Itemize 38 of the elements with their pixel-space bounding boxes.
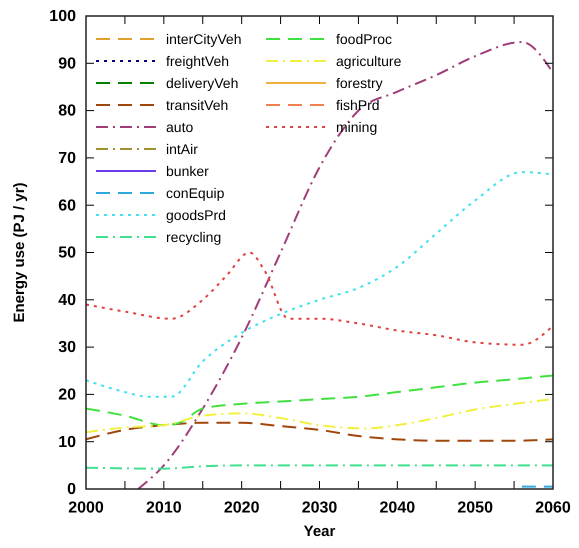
y-tick-label: 100	[49, 8, 76, 26]
line-series	[86, 422, 553, 442]
x-tick-label: 2050	[457, 499, 494, 516]
y-tick-label: 20	[58, 386, 76, 404]
x-tick-label: 2020	[224, 499, 260, 516]
legend-label: transitVeh	[166, 97, 228, 113]
legend-label: mining	[336, 119, 378, 135]
y-axis-title: Energy use (PJ / yr)	[11, 182, 28, 323]
legend-label: agriculture	[336, 53, 402, 69]
legend-label: conEquip	[166, 185, 225, 201]
x-axis-title: Year	[304, 523, 336, 540]
y-tick-label: 70	[58, 150, 76, 168]
legend-label: bunker	[166, 163, 210, 179]
y-tick-label: 30	[58, 339, 76, 356]
y-tick-label: 50	[58, 244, 76, 262]
y-tick-label: 90	[58, 55, 76, 72]
x-tick-label: 2060	[535, 499, 571, 516]
x-tick-label: 2040	[380, 499, 416, 516]
y-tick-label: 40	[58, 292, 76, 309]
y-tick-label: 0	[67, 481, 76, 498]
y-tick-label: 10	[58, 434, 76, 451]
line-series	[86, 374, 553, 426]
x-tick-label: 2010	[146, 499, 182, 516]
y-tick-label: 80	[58, 102, 76, 120]
legend-label: goodsPrd	[166, 207, 226, 223]
legend-label: interCityVeh	[166, 31, 242, 47]
legend-label: auto	[166, 119, 194, 135]
x-tick-label: 2000	[68, 499, 104, 516]
y-tick-label: 60	[58, 197, 76, 214]
line-series	[86, 252, 553, 346]
legend-label: foodProc	[336, 31, 392, 47]
legend-label: intAir	[166, 141, 198, 157]
legend-label: freightVeh	[166, 53, 230, 69]
legend-label: fishPrd	[336, 97, 380, 113]
x-tick-label: 2030	[302, 499, 338, 516]
legend-label: recycling	[166, 229, 222, 245]
legend-label: forestry	[336, 75, 383, 91]
legend-label: deliveryVeh	[166, 75, 238, 91]
